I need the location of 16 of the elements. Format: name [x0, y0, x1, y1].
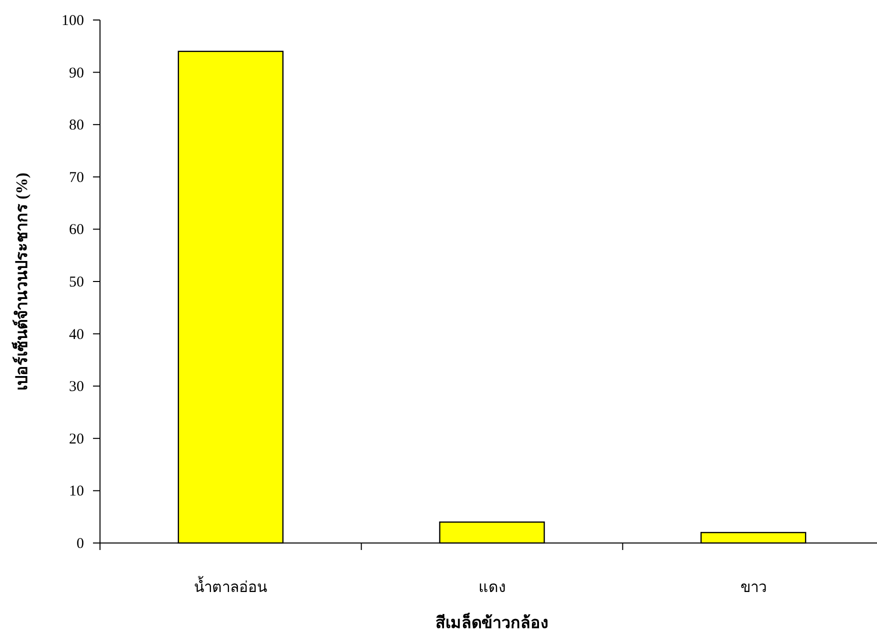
x-tick-label: น้ำตาลอ่อน	[194, 576, 268, 596]
y-tick-label: 70	[69, 170, 84, 186]
y-tick-label: 40	[69, 326, 84, 343]
x-tick-label: แดง	[478, 580, 506, 596]
y-tick-label: 80	[69, 118, 84, 134]
x-tick-label: ขาว	[740, 580, 766, 596]
y-tick-label: 10	[69, 484, 84, 500]
y-tick-label: 90	[69, 65, 84, 82]
y-tick-label: 100	[62, 13, 84, 29]
y-tick-label: 0	[76, 536, 84, 552]
y-tick-label: 60	[69, 222, 84, 238]
y-axis-title: เปอร์เซ็นต์จำนวนประชากร (%)	[10, 172, 31, 390]
y-tick-label: 50	[69, 274, 84, 290]
x-axis-title: สีเมล็ดข้าวกล้อง	[436, 611, 548, 632]
y-tick-label: 30	[69, 379, 84, 396]
y-tick-label: 20	[69, 431, 84, 448]
